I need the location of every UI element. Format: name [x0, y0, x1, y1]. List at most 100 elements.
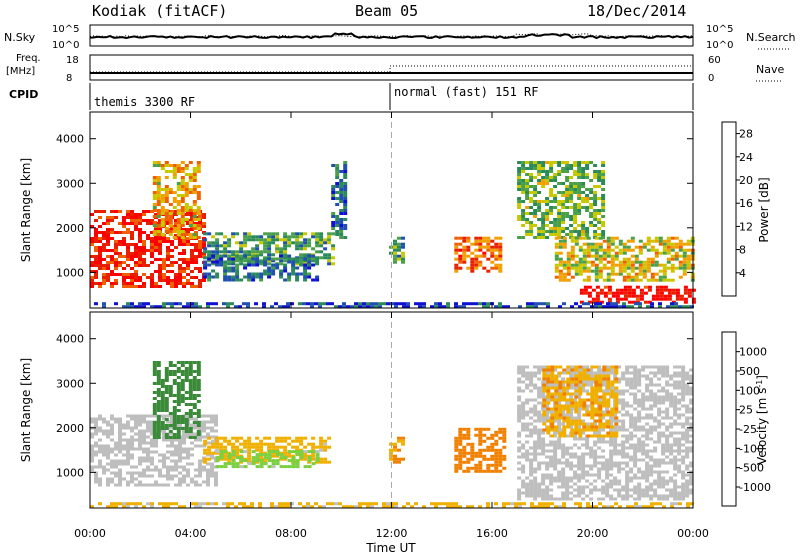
scatter-cell	[565, 215, 570, 218]
scatter-cell	[637, 413, 642, 417]
scatter-cell	[287, 244, 292, 248]
scatter-cell	[110, 447, 114, 451]
scatter-cell	[299, 450, 304, 454]
scatter-cell	[303, 436, 308, 440]
scatter-cell	[657, 431, 662, 435]
scatter-cell	[662, 245, 667, 249]
scatter-cell	[541, 449, 546, 453]
scatter-cell	[186, 273, 190, 276]
scatter-cell	[343, 236, 348, 239]
scatter-cell	[641, 368, 646, 372]
scatter-cell	[553, 497, 558, 501]
scatter-cell	[339, 212, 344, 215]
scatter-cell	[474, 466, 479, 470]
scatter-cell	[553, 419, 558, 423]
scatter-cell	[574, 383, 579, 387]
scatter-cell	[402, 305, 406, 309]
scatter-cell	[176, 400, 181, 403]
scatter-cell	[255, 238, 260, 242]
scatter-cell	[657, 410, 662, 414]
scatter-cell	[358, 505, 362, 509]
scatter-cell	[234, 305, 238, 309]
scatter-cell	[466, 505, 470, 509]
scatter-cell	[594, 395, 599, 399]
scatter-cell	[267, 235, 272, 239]
scatter-cell	[196, 415, 201, 418]
scatter-cell	[614, 410, 619, 414]
scatter-cell	[638, 239, 643, 243]
scatter-cell	[679, 297, 684, 301]
scatter-cell	[114, 502, 118, 506]
scatter-cell	[315, 460, 320, 464]
scatter-cell	[667, 291, 672, 295]
scatter-cell	[599, 291, 604, 295]
scatter-cell	[291, 232, 296, 236]
scatter-cell	[673, 407, 678, 411]
scatter-cell	[601, 488, 606, 492]
scatter-cell	[330, 502, 334, 506]
scatter-cell	[142, 450, 146, 454]
scatter-cell	[283, 238, 288, 242]
scatter-cell	[557, 401, 562, 405]
scatter-cell	[553, 467, 558, 471]
scatter-cell	[585, 437, 590, 441]
scatter-cell	[478, 451, 483, 455]
scatter-cell	[168, 164, 173, 167]
scatter-cell	[562, 398, 567, 402]
scatter-cell	[267, 275, 272, 279]
scatter-cell	[606, 377, 611, 381]
scatter-cell	[525, 386, 530, 390]
scatter-cell	[517, 176, 522, 179]
scatter-cell	[578, 266, 583, 270]
scatter-cell	[146, 234, 150, 237]
scatter-cell	[569, 485, 574, 489]
scatter-cell	[637, 389, 642, 393]
scatter-cell	[239, 436, 244, 440]
scatter-cell	[303, 259, 308, 263]
scatter-cell	[561, 191, 566, 194]
scatter-cell	[677, 491, 682, 495]
scatter-cell	[490, 248, 495, 252]
scatter-cell	[581, 200, 586, 203]
scatter-cell	[617, 389, 622, 393]
scatter-cell	[303, 232, 308, 236]
scatter-cell	[138, 216, 142, 219]
scatter-cell	[537, 434, 542, 438]
scatter-cell	[466, 457, 471, 461]
scatter-cell	[529, 161, 534, 164]
scatter-cell	[554, 386, 559, 390]
scatter-cell	[238, 502, 242, 506]
scatter-cell	[98, 426, 102, 430]
scatter-cell	[122, 231, 126, 234]
scatter-cell	[366, 305, 370, 309]
scatter-cell	[566, 416, 571, 420]
scatter-cell	[182, 429, 186, 433]
scatter-cell	[633, 401, 638, 405]
scatter-cell	[198, 305, 202, 309]
scatter-cell	[549, 227, 554, 230]
scatter-cell	[154, 468, 158, 472]
scatter-cell	[203, 442, 208, 446]
scatter-cell	[262, 302, 266, 306]
scatter-cell	[490, 245, 495, 249]
scatter-cell	[134, 279, 138, 282]
scatter-cell	[338, 502, 342, 506]
scatter-cell	[98, 249, 102, 252]
scatter-cell	[550, 398, 555, 402]
scatter-cell	[533, 431, 538, 435]
scatter-cell	[682, 254, 687, 258]
scatter-cell	[235, 278, 240, 282]
scatter-cell	[657, 383, 662, 387]
scatter-cell	[176, 409, 181, 412]
scatter-cell	[637, 458, 642, 462]
scatter-cell	[118, 423, 122, 427]
scatter-cell	[180, 224, 185, 227]
scatter-cell	[166, 246, 170, 249]
scatter-cell	[122, 282, 126, 285]
scatter-cell	[152, 370, 157, 373]
scatter-cell	[275, 244, 280, 248]
scatter-cell	[689, 479, 694, 483]
scatter-cell	[291, 439, 296, 443]
scatter-cell	[198, 249, 202, 252]
scatter-cell	[126, 471, 130, 475]
